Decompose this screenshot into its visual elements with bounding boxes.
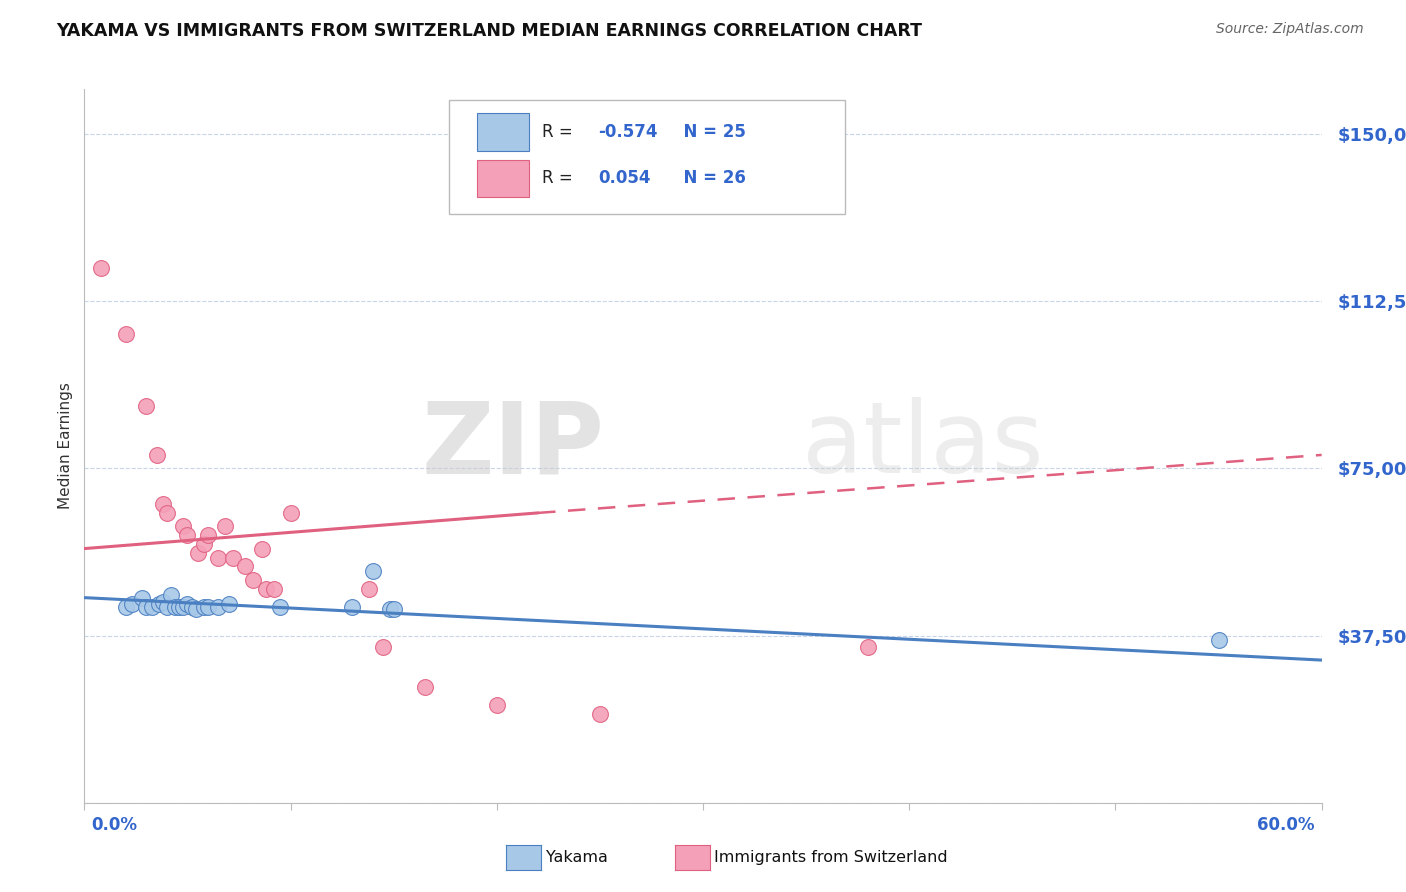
Point [90, 260, 112, 275]
Point [207, 599, 229, 614]
Point [135, 399, 157, 413]
Point [856, 640, 879, 654]
Point [184, 601, 207, 615]
Point [357, 582, 380, 596]
Text: 0.054: 0.054 [598, 169, 651, 187]
Point [176, 528, 198, 542]
Point [167, 599, 190, 614]
Text: -0.574: -0.574 [598, 123, 658, 141]
Point [180, 599, 202, 614]
Text: Source: ZipAtlas.com: Source: ZipAtlas.com [1216, 22, 1364, 37]
Point [254, 582, 277, 596]
Point [485, 698, 508, 712]
Point [413, 680, 436, 694]
Point [156, 506, 179, 520]
Point [263, 582, 285, 596]
FancyBboxPatch shape [477, 113, 529, 151]
Point [172, 599, 194, 614]
Point [152, 595, 174, 609]
Text: atlas: atlas [801, 398, 1043, 494]
Point [589, 706, 612, 721]
FancyBboxPatch shape [450, 100, 845, 214]
Point [193, 599, 215, 614]
Point [214, 519, 236, 533]
Point [176, 598, 198, 612]
Text: YAKAMA VS IMMIGRANTS FROM SWITZERLAND MEDIAN EARNINGS CORRELATION CHART: YAKAMA VS IMMIGRANTS FROM SWITZERLAND ME… [56, 22, 922, 40]
Point [207, 550, 229, 565]
Point [193, 537, 215, 551]
Point [382, 601, 405, 615]
Point [342, 599, 364, 614]
Point [378, 601, 401, 615]
Text: Yakama: Yakama [546, 850, 607, 864]
Point [121, 598, 143, 612]
Point [172, 519, 194, 533]
Point [145, 448, 167, 462]
Text: 60.0%: 60.0% [1257, 816, 1315, 834]
Text: 0.0%: 0.0% [91, 816, 138, 834]
Point [197, 528, 219, 542]
Text: ZIP: ZIP [422, 398, 605, 494]
Point [280, 506, 302, 520]
Point [141, 599, 163, 614]
FancyBboxPatch shape [477, 160, 529, 197]
Point [148, 598, 170, 612]
Point [361, 564, 384, 578]
Point [250, 541, 273, 556]
Point [269, 599, 291, 614]
Point [222, 550, 245, 565]
Point [156, 599, 179, 614]
Text: N = 25: N = 25 [672, 123, 747, 141]
Point [160, 589, 183, 603]
Point [242, 573, 264, 587]
Point [152, 497, 174, 511]
Point [131, 591, 153, 605]
Point [187, 546, 209, 560]
Text: N = 26: N = 26 [672, 169, 747, 187]
Text: R =: R = [543, 169, 583, 187]
Text: R =: R = [543, 123, 578, 141]
Y-axis label: Median Earnings: Median Earnings [58, 383, 73, 509]
Text: Immigrants from Switzerland: Immigrants from Switzerland [714, 850, 948, 864]
Point [197, 599, 219, 614]
Point [1208, 633, 1230, 648]
Point [165, 599, 187, 614]
Point [114, 327, 136, 342]
Point [135, 599, 157, 614]
Point [114, 599, 136, 614]
Point [218, 598, 240, 612]
Point [233, 559, 256, 574]
Point [373, 640, 395, 654]
